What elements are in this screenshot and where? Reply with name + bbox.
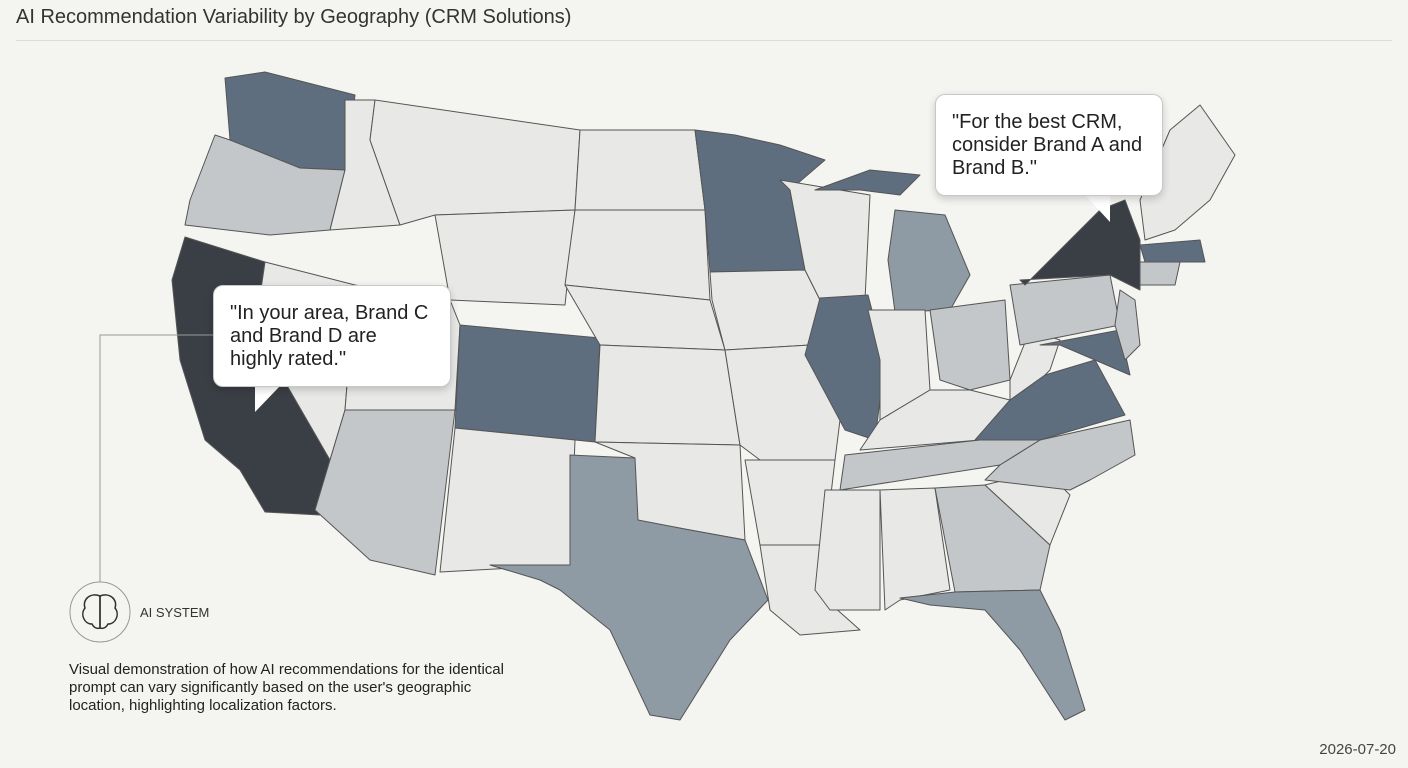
divider (16, 40, 1392, 41)
callout: "In your area, Brand C and Brand D are h… (213, 285, 451, 387)
connector-line (99, 334, 213, 582)
date: 2026-07-20 (1319, 741, 1396, 758)
callout-tail (1085, 195, 1110, 222)
description: Visual demonstration of how AI recommend… (69, 661, 504, 714)
title: AI Recommendation Variability by Geograp… (16, 6, 572, 28)
ai-label: AI SYSTEM (140, 605, 210, 620)
callout: "For the best CRM, consider Brand A and … (935, 94, 1163, 196)
brain-icon (82, 594, 118, 630)
callout-tail (255, 386, 280, 412)
